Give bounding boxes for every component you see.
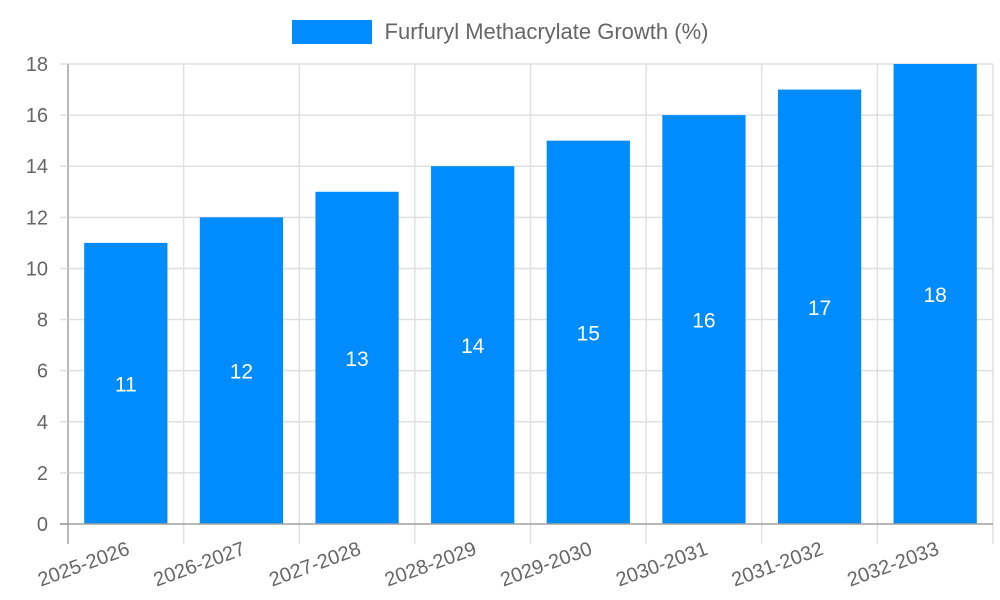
- y-tick-label: 18: [26, 54, 48, 76]
- legend-label: Furfuryl Methacrylate Growth (%): [384, 19, 709, 44]
- x-tick-label: 2030-2031: [613, 538, 710, 591]
- y-tick-label: 12: [26, 207, 48, 229]
- x-axis-ticks: 2025-2026 2026-2027 2027-2028 2028-2029 2029…: [35, 538, 942, 591]
- bar[interactable]: [315, 191, 399, 524]
- bar-value-label: 17: [808, 297, 831, 320]
- x-tick-label: 2026-2027: [151, 538, 248, 591]
- chart-legend: Furfuryl Methacrylate Growth (%): [0, 19, 1000, 45]
- y-tick-label: 6: [37, 361, 48, 383]
- y-tick-label: 4: [37, 412, 48, 434]
- bar[interactable]: [199, 217, 284, 525]
- bar-value-label: 12: [230, 361, 253, 384]
- y-tick-label: 10: [26, 258, 48, 280]
- y-tick-label: 14: [26, 156, 48, 178]
- bar-value-label: 11: [115, 373, 137, 396]
- bar[interactable]: [777, 89, 862, 525]
- bar-value-label: 13: [345, 348, 368, 371]
- x-tick-label: 2027-2028: [266, 538, 363, 591]
- bar[interactable]: [431, 166, 515, 524]
- axes: [60, 64, 993, 544]
- bar[interactable]: [662, 115, 746, 524]
- bar[interactable]: [893, 64, 977, 524]
- y-tick-label: 8: [37, 310, 48, 332]
- bars: [84, 64, 977, 525]
- bar-value-label: 14: [461, 335, 485, 358]
- legend-swatch[interactable]: [291, 20, 372, 44]
- x-tick-label: 2025-2026: [35, 538, 132, 591]
- x-tick-label: 2028-2029: [382, 538, 479, 591]
- y-axis-ticks: 0 2 4 6 8 10 12 14 16 18: [26, 54, 68, 536]
- bar-value-label: 16: [692, 310, 715, 333]
- x-tick-label: 2029-2030: [498, 538, 595, 591]
- y-tick-label: 0: [37, 514, 48, 536]
- bar[interactable]: [84, 242, 168, 524]
- x-tick-label: 2031-2032: [729, 538, 826, 591]
- x-tick-label: 2032-2033: [844, 538, 941, 591]
- bar-value-label: 18: [924, 284, 947, 307]
- bar[interactable]: [546, 140, 630, 524]
- data-labels: 11 12 13 14 15 16 17 18: [115, 284, 947, 396]
- bar-value-label: 15: [577, 322, 600, 345]
- y-tick-label: 16: [26, 105, 48, 127]
- y-tick-label: 2: [37, 463, 48, 485]
